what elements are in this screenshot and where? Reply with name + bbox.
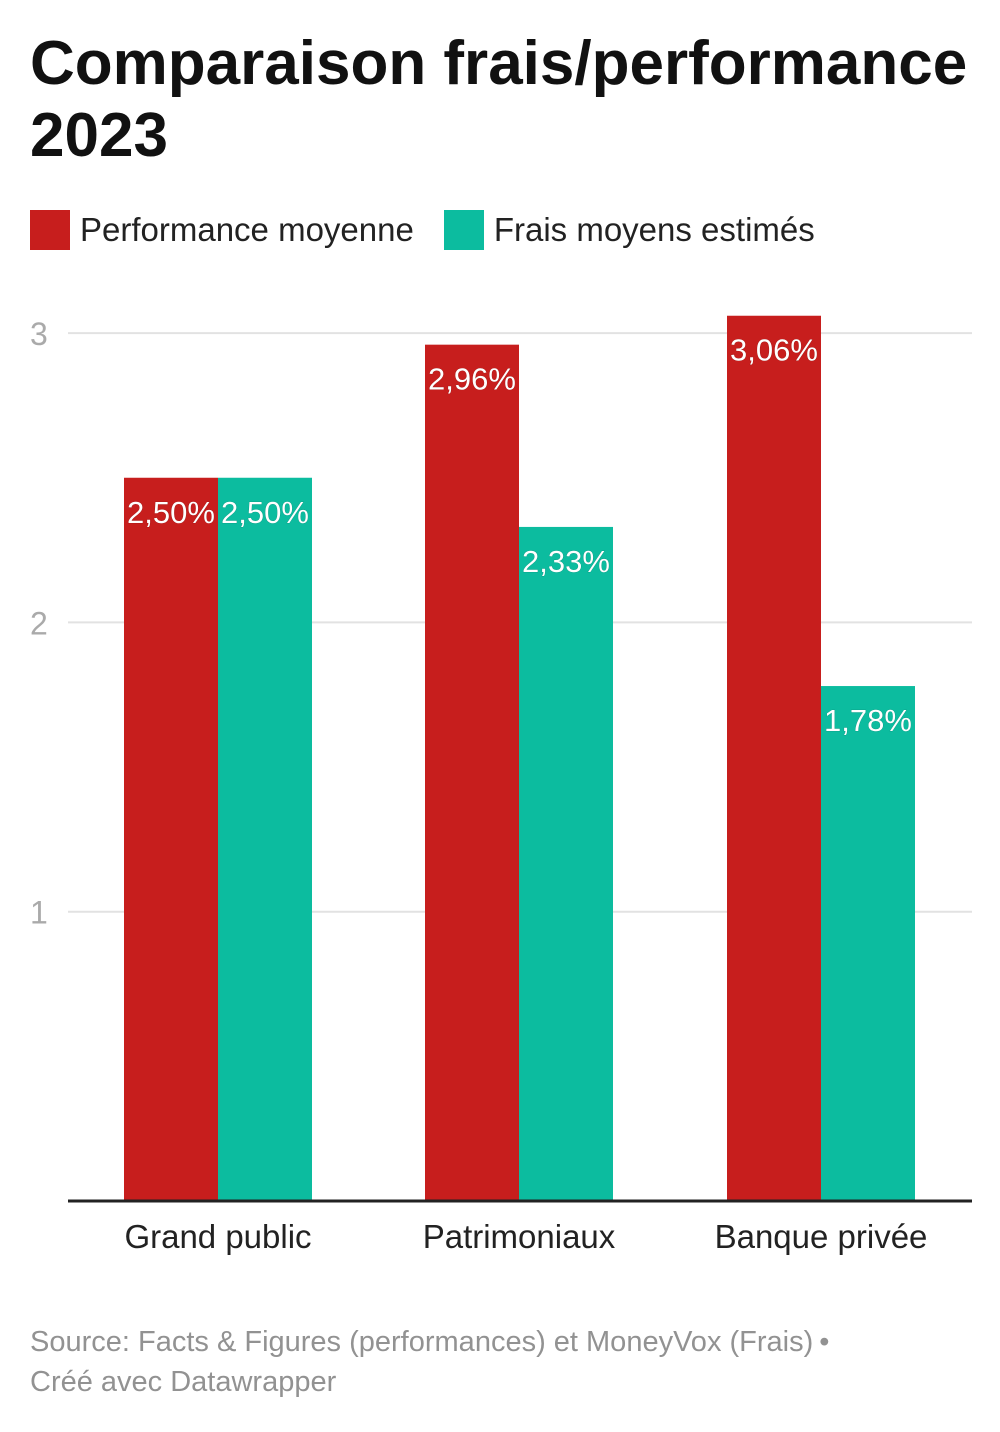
bar-performance [425,344,519,1201]
source-credit: Créé avec Datawrapper [30,1366,337,1398]
bar-frais [519,526,613,1201]
data-label: 2,96% [428,362,516,397]
legend: Performance moyenne Frais moyens estimés [30,210,845,250]
y-tick-label: 1 [30,895,48,931]
x-tick-label: Banque privée [715,1218,928,1255]
data-label: 2,33% [522,544,610,579]
chart-title: Comparaison frais/performance 2023 [30,29,968,170]
legend-swatch-frais [443,210,484,250]
data-label: 1,78% [824,703,912,738]
bar-frais [218,477,312,1201]
source-note: Source: Facts & Figures (performances) e… [30,1322,970,1402]
legend-item-performance: Performance moyenne [30,210,414,250]
bar-performance [727,315,821,1201]
x-tick-label: Grand public [124,1218,311,1255]
data-label: 3,06% [730,333,818,368]
legend-item-frais: Frais moyens estimés [443,210,815,250]
bar-chart: 1 2 3 2,50% 2,50% Grand public 2,96% 2,33% Patri… [30,315,972,1255]
bar-performance [124,477,218,1201]
y-tick-label: 3 [30,316,48,352]
data-label: 2,50% [127,495,215,530]
legend-label-frais: Frais moyens estimés [493,211,815,248]
data-label: 2,50% [221,495,309,530]
x-tick-label: Patrimoniaux [423,1218,616,1255]
legend-label-performance: Performance moyenne [80,211,414,248]
source-text: Source: Facts & Figures (performances) e… [30,1326,814,1358]
y-tick-label: 2 [30,605,48,641]
legend-swatch-performance [30,210,70,250]
source-separator: • [819,1326,830,1358]
bar-frais [821,686,915,1201]
